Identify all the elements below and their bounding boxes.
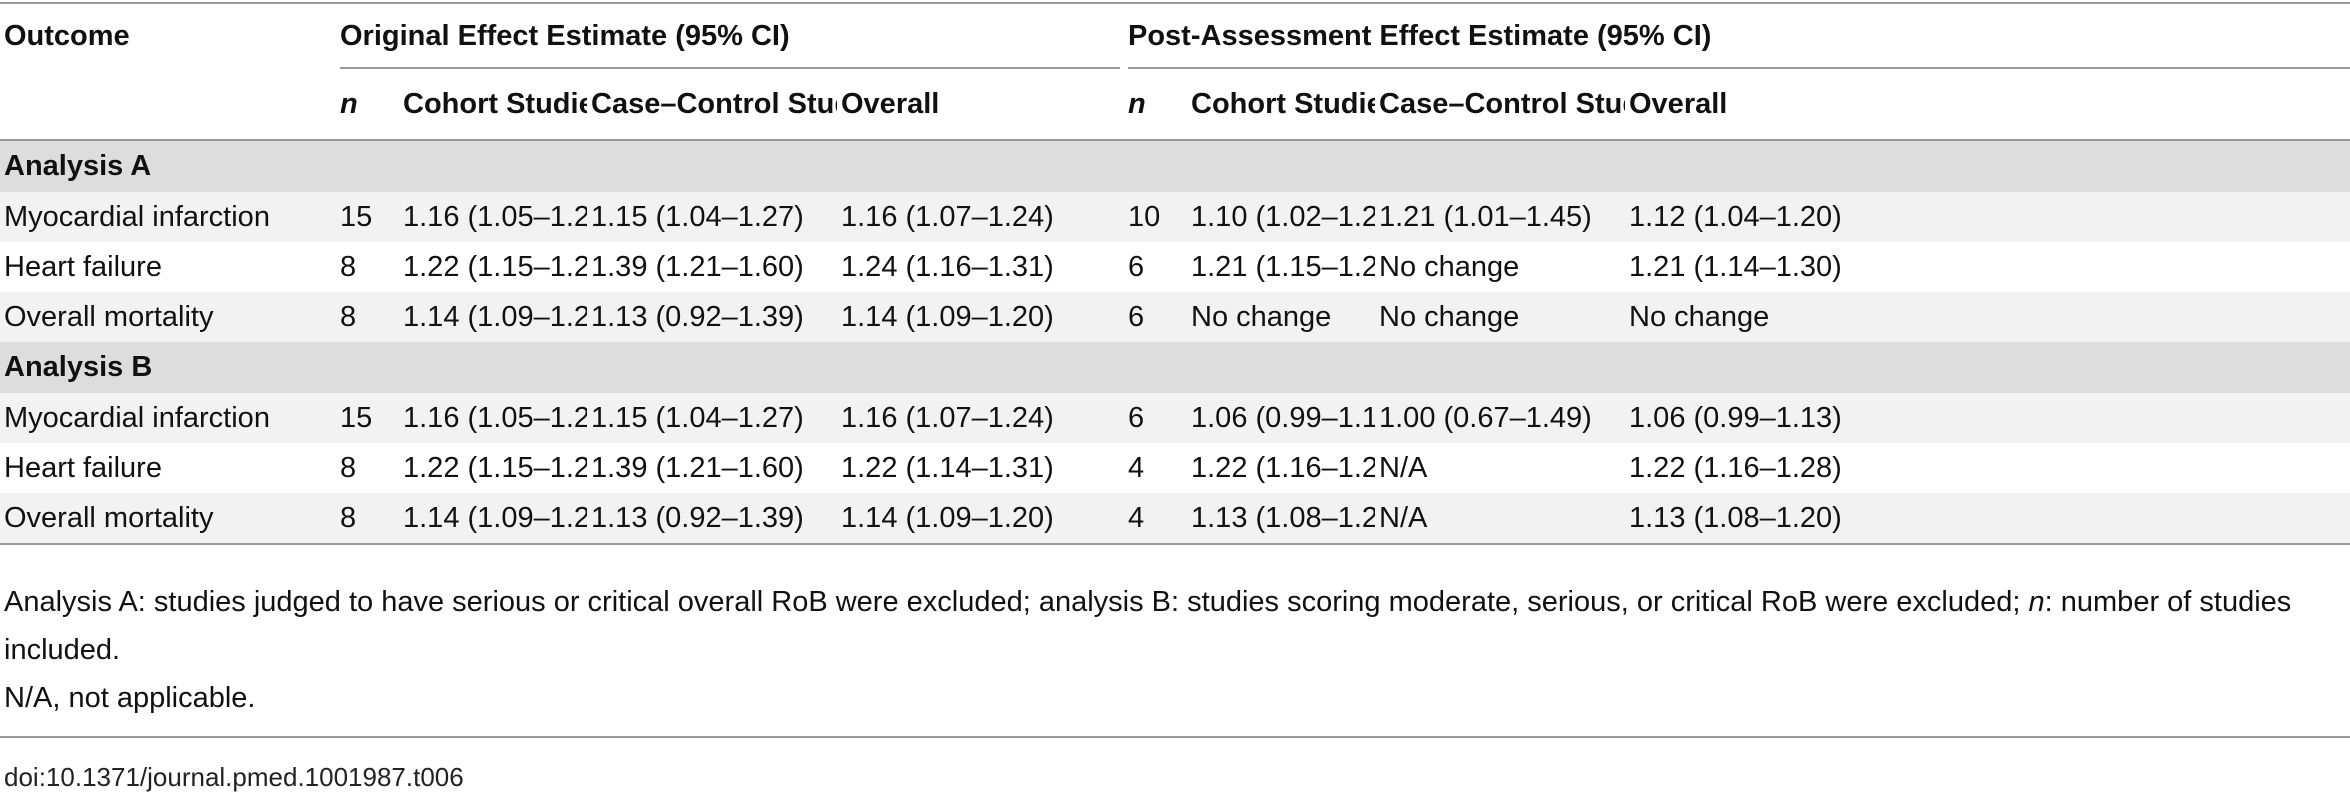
section-row-analysis-a: Analysis A [0, 140, 2350, 192]
cell-n: 6 [1124, 242, 1187, 292]
cell-outcome: Myocardial infarction [0, 393, 336, 443]
section-label: Analysis A [0, 140, 2350, 192]
cell-value: 1.16 (1.05–1.28) [399, 192, 587, 242]
header-n-post: n [1124, 69, 1187, 141]
group-rule-post [1128, 67, 2350, 69]
cell-value: 1.15 (1.04–1.27) [587, 393, 837, 443]
header-outcome: Outcome [4, 20, 130, 52]
cell-value: 1.14 (1.09–1.20) [399, 493, 587, 545]
table-row: Myocardial infarction 15 1.16 (1.05–1.28… [0, 393, 2350, 443]
header-row-groups: Outcome Original Effect Estimate (95% CI… [0, 4, 2350, 69]
table-footnotes: Analysis A: studies judged to have serio… [4, 578, 2304, 722]
cell-value: 1.22 (1.16–1.28) [1625, 443, 2350, 493]
footnote-analysis-definitions: Analysis A: studies judged to have serio… [4, 578, 2304, 674]
cell-value: 1.13 (1.08–1.20) [1625, 493, 2350, 545]
cell-value: 1.39 (1.21–1.60) [587, 242, 837, 292]
cell-value: No change [1375, 292, 1625, 342]
cell-value: 1.14 (1.09–1.20) [399, 292, 587, 342]
cell-value: 1.21 (1.15–1.27) [1187, 242, 1375, 292]
cell-value: 1.24 (1.16–1.31) [837, 242, 1124, 292]
results-table: Outcome Original Effect Estimate (95% CI… [0, 4, 2350, 545]
cell-outcome: Myocardial infarction [0, 192, 336, 242]
header-overall-original: Overall [837, 69, 1124, 141]
cell-n: 8 [336, 292, 399, 342]
header-case-control-original: Case–Control Studies [587, 69, 837, 141]
cell-value: 1.22 (1.15–1.29) [399, 242, 587, 292]
cell-outcome: Overall mortality [0, 493, 336, 545]
cell-value: 1.22 (1.16–1.28) [1187, 443, 1375, 493]
cell-value: 1.06 (0.99–1.13) [1187, 393, 1375, 443]
header-overall-post: Overall [1625, 69, 2350, 141]
section-row-analysis-b: Analysis B [0, 342, 2350, 393]
footnote-text: : number of studies included. [4, 586, 2292, 666]
cell-outcome: Heart failure [0, 242, 336, 292]
header-blank [0, 69, 336, 141]
header-original-group: Original Effect Estimate (95% CI) [336, 4, 1124, 69]
footer-rule [0, 736, 2350, 738]
table-row: Overall mortality 8 1.14 (1.09–1.20) 1.1… [0, 493, 2350, 545]
header-n-original: n [336, 69, 399, 141]
cell-value: 1.14 (1.09–1.20) [837, 493, 1124, 545]
cell-value: 1.16 (1.07–1.24) [837, 393, 1124, 443]
cell-value: 1.13 (0.92–1.39) [587, 292, 837, 342]
cell-value: 1.10 (1.02–1.20) [1187, 192, 1375, 242]
cell-value: 1.39 (1.21–1.60) [587, 443, 837, 493]
footnote-na: N/A, not applicable. [4, 682, 256, 714]
header-cohort-post: Cohort Studies [1187, 69, 1375, 141]
header-original-label: Original Effect Estimate (95% CI) [340, 20, 790, 52]
table-row: Heart failure 8 1.22 (1.15–1.29) 1.39 (1… [0, 242, 2350, 292]
cell-value: No change [1375, 242, 1625, 292]
cell-value: 1.21 (1.14–1.30) [1625, 242, 2350, 292]
group-rule-original [340, 67, 1120, 69]
cell-value: 1.21 (1.01–1.45) [1375, 192, 1625, 242]
cell-n: 8 [336, 242, 399, 292]
cell-n: 15 [336, 192, 399, 242]
cell-value: 1.12 (1.04–1.20) [1625, 192, 2350, 242]
cell-outcome: Heart failure [0, 443, 336, 493]
header-post-group: Post-Assessment Effect Estimate (95% CI) [1124, 4, 2350, 69]
cell-value: 1.13 (1.08–1.20) [1187, 493, 1375, 545]
cell-n: 10 [1124, 192, 1187, 242]
footnote-n-symbol: n [2028, 586, 2045, 618]
top-rule [0, 2, 2350, 4]
cell-value: 1.14 (1.09–1.20) [837, 292, 1124, 342]
cell-n: 15 [336, 393, 399, 443]
cell-outcome: Overall mortality [0, 292, 336, 342]
cell-n: 6 [1124, 393, 1187, 443]
cell-n: 4 [1124, 443, 1187, 493]
table-row: Overall mortality 8 1.14 (1.09–1.20) 1.1… [0, 292, 2350, 342]
cell-value: 1.16 (1.05–1.28) [399, 393, 587, 443]
header-case-control-post: Case–Control Studies [1375, 69, 1625, 141]
cell-value: 1.16 (1.07–1.24) [837, 192, 1124, 242]
table-row: Myocardial infarction 15 1.16 (1.05–1.28… [0, 192, 2350, 242]
header-row-columns: n Cohort Studies Case–Control Studies Ov… [0, 69, 2350, 141]
cell-value: 1.00 (0.67–1.49) [1375, 393, 1625, 443]
cell-n: 6 [1124, 292, 1187, 342]
cell-value: No change [1187, 292, 1375, 342]
cell-value: N/A [1375, 443, 1625, 493]
cell-value: 1.15 (1.04–1.27) [587, 192, 837, 242]
cell-value: 1.22 (1.15–1.29) [399, 443, 587, 493]
section-label: Analysis B [0, 342, 2350, 393]
header-post-label: Post-Assessment Effect Estimate (95% CI) [1128, 20, 1712, 52]
cell-value: 1.13 (0.92–1.39) [587, 493, 837, 545]
footnote-text: Analysis A: studies judged to have serio… [4, 586, 2029, 618]
table-row: Heart failure 8 1.22 (1.15–1.29) 1.39 (1… [0, 443, 2350, 493]
cell-value: 1.22 (1.14–1.31) [837, 443, 1124, 493]
cell-value: N/A [1375, 493, 1625, 545]
cell-n: 4 [1124, 493, 1187, 545]
cell-value: 1.06 (0.99–1.13) [1625, 393, 2350, 443]
header-cohort-original: Cohort Studies [399, 69, 587, 141]
cell-n: 8 [336, 493, 399, 545]
doi-label: doi:10.1371/journal.pmed.1001987.t006 [4, 762, 464, 792]
cell-value: No change [1625, 292, 2350, 342]
cell-n: 8 [336, 443, 399, 493]
